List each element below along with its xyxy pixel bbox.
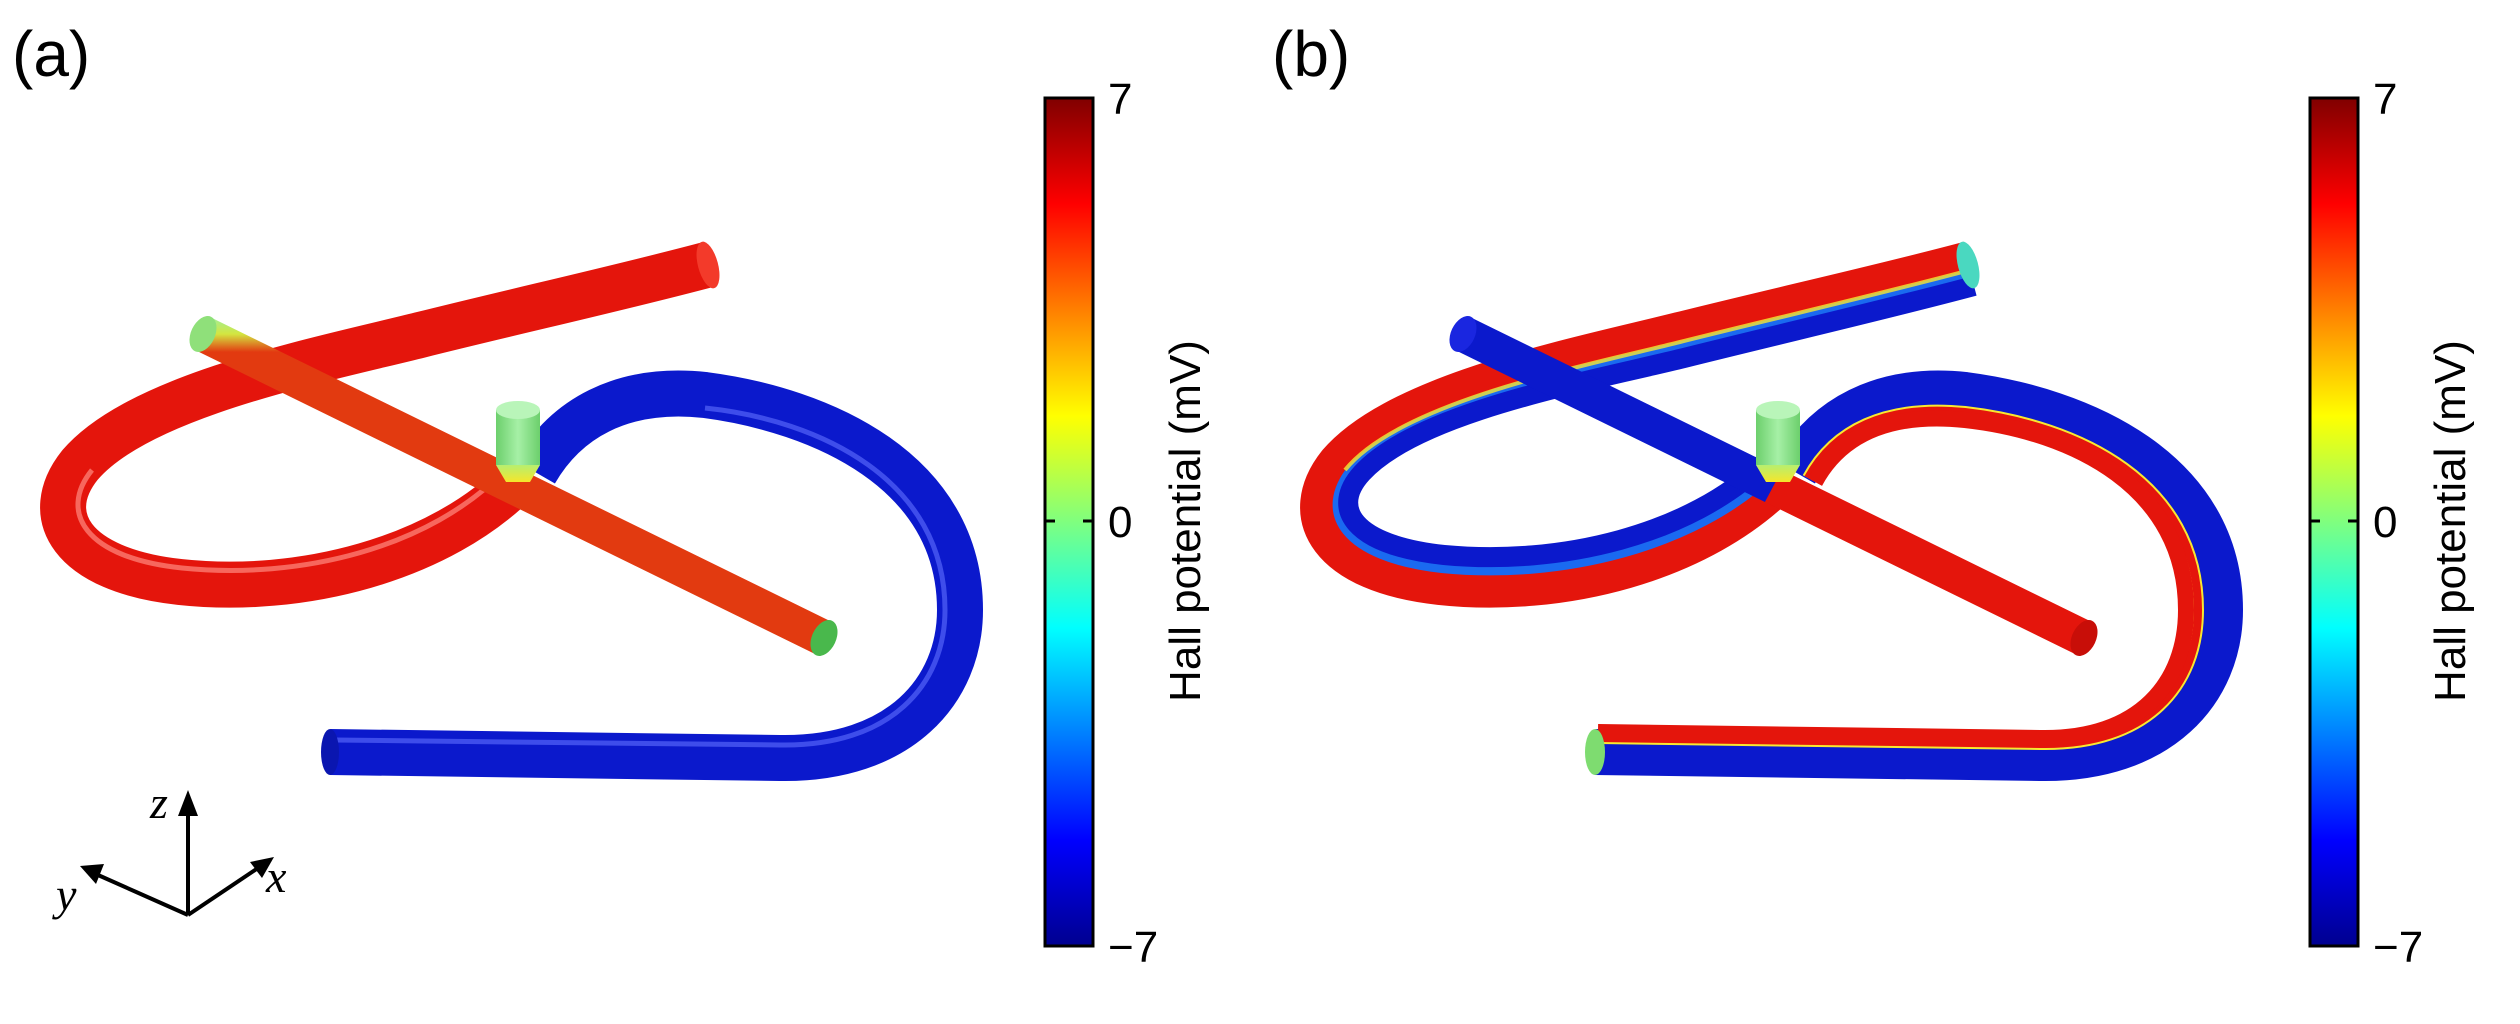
panel-b-lower-end — [1585, 729, 1605, 775]
panel-a-tick-zero: 0 — [1108, 498, 1132, 547]
panel-a-conductor — [40, 241, 984, 782]
panel-a-probe-cylinder — [496, 401, 540, 482]
panel-b-hall-bar-red-arm — [1765, 470, 2092, 654]
panel-b-probe-cylinder — [1756, 401, 1800, 482]
panel-b-tick-zero: 0 — [2373, 498, 2397, 547]
panel-a-blue-loop — [329, 370, 984, 782]
panel-a-hall-bar — [195, 318, 832, 654]
z-arrow-icon — [178, 790, 198, 816]
y-arrow-icon — [80, 864, 104, 884]
panel-b-conductor — [1300, 241, 2244, 782]
x-axis-label: x — [265, 851, 287, 902]
panel-a-red-end — [696, 241, 720, 289]
panel-a-colorbar: 7 0 −7 Hall potential (mV) — [1043, 75, 1210, 972]
panel-a-axis-triad: z y x — [52, 777, 287, 920]
panel-b-colorbar-title: Hall potential (mV) — [2426, 340, 2475, 702]
z-axis-label: z — [149, 777, 168, 828]
panel-a: (a) — [12, 18, 1210, 972]
panel-b-lower-loop — [1594, 370, 2244, 782]
panel-a-blue-end — [321, 729, 339, 775]
panel-b-label: (b) — [1272, 18, 1350, 90]
panel-a-tick-max: 7 — [1108, 75, 1132, 124]
panel-b-upper-end — [1956, 241, 1980, 289]
y-axis-label: y — [52, 869, 77, 920]
panel-a-tick-min: −7 — [1108, 923, 1158, 972]
panel-b-hall-bar-blue-arm — [1455, 318, 1782, 502]
panel-a-label: (a) — [12, 18, 90, 90]
panel-b-colorbar: 7 0 −7 Hall potential (mV) — [2308, 75, 2475, 972]
panel-b: (b) — [1272, 18, 2475, 972]
panel-a-red-loop — [40, 241, 716, 608]
x-arrow-icon — [250, 857, 274, 878]
panel-b-upper-loop — [1300, 241, 1976, 608]
panel-a-colorbar-title: Hall potential (mV) — [1161, 340, 1210, 702]
panel-b-tick-min: −7 — [2373, 923, 2423, 972]
panel-b-tick-max: 7 — [2373, 75, 2397, 124]
